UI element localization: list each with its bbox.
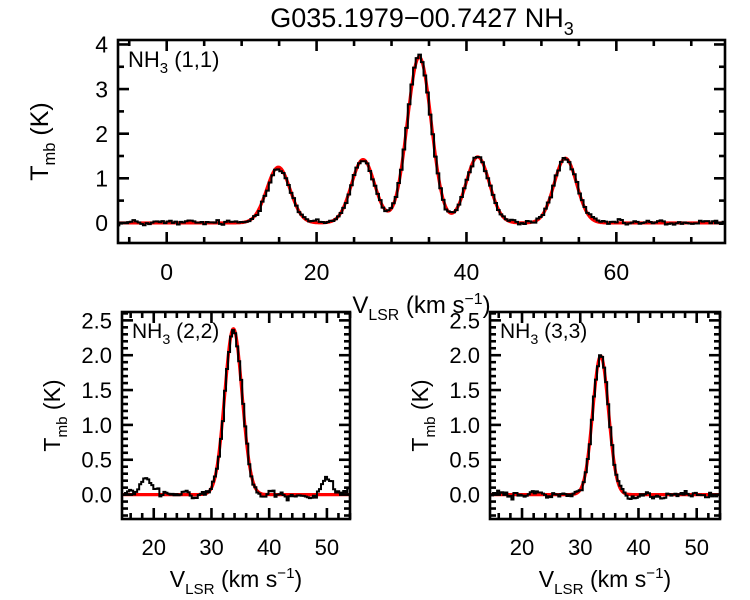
- tick-marks: [118, 40, 725, 243]
- x-axis-units-close: ): [295, 566, 303, 592]
- x-axis-units-open: (km s: [399, 292, 464, 319]
- spectrum-trace-panel-nh3-33: [490, 354, 720, 501]
- panel-label-panel-nh3-11: NH3 (1,1): [128, 47, 219, 77]
- panel-label-rest: (2,2): [170, 320, 219, 343]
- y-tick-label: 2.5: [449, 308, 480, 333]
- y-tick-label: 2: [95, 121, 108, 147]
- y-tick-label: 0.0: [81, 483, 112, 508]
- plot-area: [490, 354, 720, 501]
- tick-marks: [122, 312, 352, 519]
- panel-label-sub: 3: [530, 332, 538, 348]
- y-axis-title: Tmb (K): [407, 379, 439, 451]
- panel-nh3-33: 20 30 40 50 0.0 0.5 1.0 1.5 2.0 2.5 NH3 (3,3) VLSR …: [407, 308, 722, 598]
- y-axis-title: Tmb (K): [26, 102, 59, 180]
- x-tick-label: 50: [684, 535, 708, 560]
- x-axis-units-open: (km s: [584, 566, 647, 592]
- y-tick-label: 1.5: [81, 378, 112, 403]
- spectrum-trace-panel-nh3-11: [118, 53, 725, 227]
- panel-label-main: NH: [500, 320, 530, 343]
- y-axis-units: (K): [407, 379, 433, 416]
- y-tick-label: 3: [95, 76, 108, 102]
- x-axis-v: V: [539, 566, 555, 592]
- x-tick-label: 20: [510, 535, 534, 560]
- y-tick-label: 1: [95, 166, 108, 192]
- panel-label-sub: 3: [160, 60, 168, 77]
- y-tick-label: 1.0: [449, 413, 480, 438]
- y-tick-label: 1.5: [449, 378, 480, 403]
- y-tick-label: 0.5: [81, 448, 112, 473]
- x-axis-units-open: (km s: [215, 566, 278, 592]
- x-axis-units-close: ): [483, 292, 491, 319]
- y-tick-label: 4: [95, 32, 108, 58]
- y-axis-units: (K): [26, 102, 54, 142]
- x-tick-label: 30: [568, 535, 592, 560]
- axes-frame: [116, 38, 727, 245]
- plot-area: [122, 327, 350, 502]
- y-tick-label: 2.0: [81, 343, 112, 368]
- x-axis-lsr-sub: LSR: [368, 307, 399, 324]
- y-tick-label: 1.0: [81, 413, 112, 438]
- y-axis-mb-sub: mb: [54, 416, 71, 437]
- fit-curve-panel-nh3-22: [122, 327, 350, 497]
- x-axis-units-exponent: −1: [646, 565, 663, 582]
- panel-label-sub: 3: [162, 332, 170, 348]
- x-axis-units-exponent: −1: [465, 291, 483, 308]
- figure-title: G035.1979−00.7427 NH3: [270, 3, 574, 39]
- x-axis-units-exponent: −1: [277, 565, 294, 582]
- y-axis-title: Tmb (K): [39, 379, 71, 451]
- x-axis-v: V: [170, 566, 186, 592]
- x-axis-title: VLSR (km s−1): [539, 565, 671, 598]
- x-axis-lsr-sub: LSR: [554, 581, 584, 598]
- y-axis-t: T: [407, 438, 433, 452]
- plot-area: [118, 53, 725, 227]
- x-tick-label: 0: [160, 259, 173, 285]
- title-molecule-subscript: 3: [564, 19, 574, 39]
- x-tick-label: 30: [199, 535, 223, 560]
- x-axis-units-close: ): [664, 566, 672, 592]
- x-axis-lsr-sub: LSR: [185, 581, 215, 598]
- y-axis-units: (K): [39, 379, 65, 416]
- spectrum-trace-panel-nh3-22: [122, 329, 350, 502]
- x-tick-label: 20: [304, 259, 330, 285]
- y-tick-label: 0.0: [449, 483, 480, 508]
- axes-frame: [488, 310, 722, 521]
- panel-label-rest: (1,1): [168, 47, 219, 72]
- x-axis-title: VLSR (km s−1): [170, 565, 302, 598]
- y-tick-label: 2.0: [449, 343, 480, 368]
- panel-label-panel-nh3-33: NH3 (3,3): [500, 320, 587, 348]
- panel-label-main: NH: [128, 47, 160, 72]
- panel-label-main: NH: [132, 320, 162, 343]
- y-tick-label: 2.5: [81, 308, 112, 333]
- panel-label-rest: (3,3): [538, 320, 587, 343]
- axes-frame: [120, 310, 352, 521]
- y-axis-t: T: [39, 438, 65, 452]
- x-tick-label: 40: [454, 259, 480, 285]
- y-tick-label: 0.5: [449, 448, 480, 473]
- title-source-name: G035.1979−00.7427 NH: [270, 3, 563, 33]
- x-tick-label: 40: [257, 535, 281, 560]
- panel-nh3-22: 20 30 40 50 0.0 0.5 1.0 1.5 2.0 2.5 NH3 (2,2) VLSR …: [39, 308, 352, 598]
- x-tick-label: 20: [142, 535, 166, 560]
- tick-marks: [490, 312, 722, 519]
- fit-curve-panel-nh3-11: [118, 55, 725, 225]
- x-axis-v: V: [352, 292, 368, 319]
- y-tick-label: 0: [95, 210, 108, 236]
- y-axis-mb-sub: mb: [41, 143, 59, 166]
- x-tick-label: 50: [315, 535, 339, 560]
- panel-label-panel-nh3-22: NH3 (2,2): [132, 320, 219, 348]
- y-axis-mb-sub: mb: [422, 416, 439, 437]
- x-axis-title: VLSR (km s−1): [352, 291, 490, 324]
- x-tick-label: 60: [604, 259, 630, 285]
- x-tick-label: 40: [626, 535, 650, 560]
- y-axis-t: T: [26, 165, 54, 180]
